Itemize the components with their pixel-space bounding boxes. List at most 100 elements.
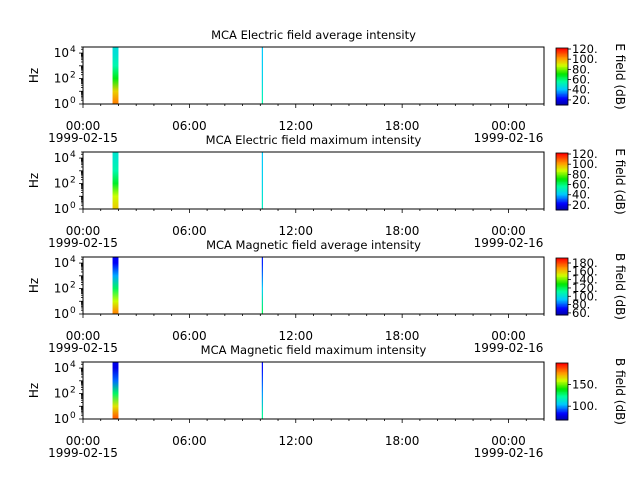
y-tick-exponent: 2 bbox=[70, 281, 76, 291]
colorbar-segment bbox=[556, 259, 568, 262]
y-tick-label: 10 bbox=[54, 412, 69, 426]
colorbar-tick-label: 60. bbox=[572, 73, 590, 87]
colorbar-tick-label: 80. bbox=[572, 167, 590, 181]
colorbar-tick-label: 100. bbox=[572, 399, 598, 413]
chart-title: MCA Electric field average intensity bbox=[211, 28, 416, 42]
colorbar-segment bbox=[556, 375, 568, 378]
colorbar-segment bbox=[556, 170, 568, 173]
colorbar-segment bbox=[556, 388, 568, 391]
colorbar-segment bbox=[556, 417, 568, 420]
colorbar-tick-label: 20. bbox=[572, 93, 590, 107]
colorbar-segment bbox=[556, 95, 568, 97]
colorbar-segment bbox=[556, 279, 568, 282]
colorbar-segment bbox=[556, 188, 568, 191]
colorbar-segment bbox=[556, 79, 568, 82]
y-tick-exponent: 4 bbox=[70, 360, 76, 370]
colorbar-segment bbox=[556, 197, 568, 200]
colorbar-segment bbox=[556, 69, 568, 72]
x-tick-time: 06:00 bbox=[172, 329, 207, 343]
colorbar-segment bbox=[556, 280, 568, 283]
colorbar-segment bbox=[556, 401, 568, 404]
colorbar-segment bbox=[556, 306, 568, 309]
colorbar-segment bbox=[556, 307, 568, 310]
colorbar-segment bbox=[556, 313, 568, 316]
colorbar-segment bbox=[556, 370, 568, 373]
colorbar-label: E field (dB) bbox=[613, 148, 627, 214]
colorbar-segment bbox=[556, 365, 568, 368]
colorbar-segment bbox=[556, 282, 568, 285]
colorbar-segment bbox=[556, 178, 568, 181]
colorbar-tick-label: 60. bbox=[572, 306, 590, 320]
colorbar-segment bbox=[556, 72, 568, 75]
colorbar-segment bbox=[556, 195, 568, 198]
y-tick-exponent: 0 bbox=[70, 411, 76, 421]
colorbar-segment bbox=[556, 297, 568, 300]
colorbar-segment bbox=[556, 153, 568, 155]
colorbar-tick-label: 40. bbox=[572, 188, 590, 202]
x-tick-date: 1999-02-16 bbox=[474, 341, 544, 355]
x-tick-time: 00:00 bbox=[491, 119, 526, 133]
colorbar-label: E field (dB) bbox=[613, 43, 627, 109]
colorbar-segment bbox=[556, 265, 568, 268]
x-tick-time: 12:00 bbox=[278, 119, 313, 133]
y-tick-exponent: 2 bbox=[70, 176, 76, 186]
colorbar-segment bbox=[556, 67, 568, 70]
x-tick-date: 1999-02-16 bbox=[474, 236, 544, 250]
x-tick-time: 00:00 bbox=[491, 434, 526, 448]
colorbar-segment bbox=[556, 263, 568, 266]
colorbar-segment bbox=[556, 60, 568, 63]
colorbar-segment bbox=[556, 175, 568, 178]
colorbar-segment bbox=[556, 157, 568, 160]
colorbar-segment bbox=[556, 52, 568, 55]
colorbar-segment bbox=[556, 283, 568, 286]
chart-title: MCA Electric field maximum intensity bbox=[206, 133, 422, 147]
y-tick-label: 10 bbox=[54, 387, 69, 401]
colorbar-segment bbox=[556, 378, 568, 381]
colorbar-segment bbox=[556, 300, 568, 303]
colorbar-segment bbox=[556, 162, 568, 165]
plot-frame bbox=[82, 151, 545, 210]
x-tick-date: 1999-02-15 bbox=[48, 236, 118, 250]
colorbar-segment bbox=[556, 97, 568, 100]
colorbar-segment bbox=[556, 387, 568, 390]
colorbar-segment bbox=[556, 267, 568, 270]
colorbar-segment bbox=[556, 296, 568, 299]
colorbar-frame bbox=[555, 47, 569, 106]
chart-title: MCA Magnetic field maximum intensity bbox=[201, 343, 427, 357]
y-tick-label: 10 bbox=[54, 361, 69, 375]
x-tick-time: 00:00 bbox=[66, 329, 101, 343]
colorbar-tick-label: 60. bbox=[572, 178, 590, 192]
colorbar-segment bbox=[556, 400, 568, 402]
colorbar-segment bbox=[556, 364, 568, 367]
colorbar-segment bbox=[556, 55, 568, 58]
colorbar-tick-label: 80. bbox=[572, 298, 590, 312]
spectrogram-event bbox=[112, 362, 119, 419]
colorbar-segment bbox=[556, 372, 568, 375]
colorbar-frame bbox=[555, 257, 569, 316]
y-tick-exponent: 2 bbox=[70, 386, 76, 396]
colorbar-segment bbox=[556, 171, 568, 174]
colorbar-segment bbox=[556, 414, 568, 417]
colorbar-segment bbox=[556, 174, 568, 177]
y-tick-exponent: 2 bbox=[70, 71, 76, 81]
colorbar-segment bbox=[556, 181, 568, 184]
colorbar-tick-label: 80. bbox=[572, 62, 590, 76]
colorbar-segment bbox=[556, 65, 568, 68]
colorbar-segment bbox=[556, 76, 568, 79]
x-tick-time: 12:00 bbox=[278, 224, 313, 238]
colorbar-segment bbox=[556, 312, 568, 315]
x-tick-time: 18:00 bbox=[385, 329, 420, 343]
colorbar-segment bbox=[556, 154, 568, 157]
colorbar-segment bbox=[556, 286, 568, 289]
colorbar-segment bbox=[556, 269, 568, 272]
x-tick-time: 06:00 bbox=[172, 434, 207, 448]
spectrogram-event bbox=[261, 152, 263, 209]
colorbar-tick-label: 150. bbox=[572, 378, 598, 392]
colorbar-segment bbox=[556, 63, 568, 66]
colorbar-tick-label: 100. bbox=[572, 52, 598, 66]
colorbar-segment bbox=[556, 100, 568, 103]
colorbar-segment bbox=[556, 382, 568, 385]
colorbar-segment bbox=[556, 367, 568, 370]
colorbar-segment bbox=[556, 395, 568, 398]
